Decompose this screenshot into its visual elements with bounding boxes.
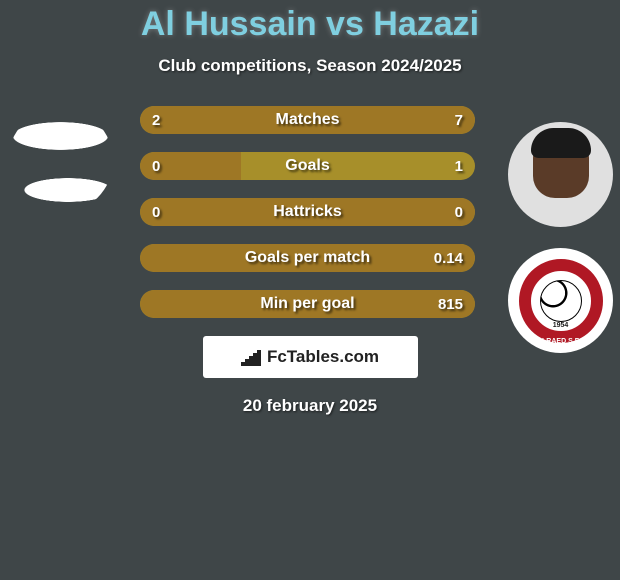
stat-label: Min per goal [140,295,475,313]
stat-row: Goals per match0.14 [140,244,475,272]
brand-badge[interactable]: FcTables.com [203,336,418,378]
stat-label: Goals per match [140,249,475,267]
stat-value-right: 0.14 [434,250,463,267]
widget-container: Al Hussain vs Hazazi Club competitions, … [0,0,620,580]
club-badge-avatar: 1954 ALRAED S.FC [508,248,613,353]
subtitle: Club competitions, Season 2024/2025 [0,56,620,76]
stat-row: 0Hattricks0 [140,198,475,226]
club-name: ALRAED S.FC [519,338,603,345]
stat-label: Goals [140,157,475,175]
date-label: 20 february 2025 [0,396,620,416]
stat-value-right: 815 [438,296,463,313]
stat-row: 0Goals1 [140,152,475,180]
stat-value-right: 0 [455,204,463,221]
stat-value-right: 7 [455,112,463,129]
stat-value-right: 1 [455,158,463,175]
club-year: 1954 [519,322,603,329]
club-badge-ring [519,259,603,343]
club-badge: 1954 ALRAED S.FC [519,259,603,343]
stat-label: Matches [140,111,475,129]
bar-chart-icon [241,348,263,366]
brand-text: FcTables.com [267,347,379,367]
stat-label: Hattricks [140,203,475,221]
stat-row: Min per goal815 [140,290,475,318]
comparison-bars: 2Matches70Goals10Hattricks0Goals per mat… [140,106,475,318]
page-title: Al Hussain vs Hazazi [0,5,620,44]
player-1-avatar [8,108,113,213]
stat-row: 2Matches7 [140,106,475,134]
player-2-avatar [508,122,613,227]
